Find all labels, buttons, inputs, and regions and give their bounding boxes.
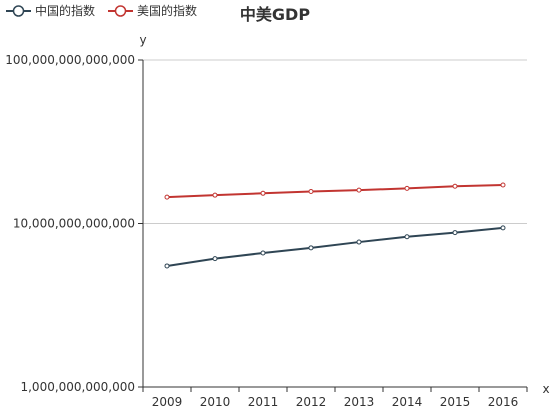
- x-tick-label: 2016: [488, 395, 519, 409]
- x-tick-label: 2010: [200, 395, 231, 409]
- y-tick-label: 1,000,000,000,000: [20, 380, 135, 394]
- data-point[interactable]: [212, 256, 218, 262]
- series-group: [164, 182, 506, 269]
- data-point[interactable]: [260, 250, 266, 256]
- x-tick-label: 2014: [392, 395, 423, 409]
- x-tick-label: 2013: [344, 395, 375, 409]
- data-point[interactable]: [212, 192, 218, 198]
- x-tick-label: 2011: [248, 395, 279, 409]
- y-axis-label: y: [139, 33, 146, 47]
- series-line-2: [166, 183, 504, 199]
- x-tick-label: 2009: [152, 395, 183, 409]
- series-line-1: [166, 226, 504, 267]
- data-point[interactable]: [164, 194, 170, 200]
- legend-marker: [12, 5, 25, 17]
- y-tick-label: 100,000,000,000,000: [5, 53, 135, 67]
- x-tick-label: 2012: [296, 395, 327, 409]
- data-point[interactable]: [308, 245, 314, 251]
- legend: 中国的指数 美国的指数: [6, 3, 197, 18]
- legend-marker: [114, 5, 127, 17]
- x-tick-label: 2015: [440, 395, 471, 409]
- data-point[interactable]: [452, 230, 458, 236]
- data-point[interactable]: [404, 185, 410, 191]
- grid: 1,000,000,000,000 10,000,000,000,000 100,0…: [5, 53, 527, 394]
- legend-item-2[interactable]: 美国的指数: [108, 3, 197, 18]
- data-point[interactable]: [356, 239, 362, 245]
- y-tick-label: 10,000,000,000,000: [13, 217, 135, 231]
- data-point[interactable]: [260, 190, 266, 196]
- axes: 2009 2010 2011 2012 2013 2014 2015 2016: [138, 59, 528, 409]
- chart-title: 中美GDP: [240, 5, 310, 24]
- data-point[interactable]: [500, 182, 506, 188]
- legend-item-1[interactable]: 中国的指数: [6, 3, 95, 18]
- data-point[interactable]: [452, 183, 458, 189]
- data-point[interactable]: [404, 234, 410, 240]
- legend-label: 中国的指数: [35, 3, 95, 18]
- data-point[interactable]: [164, 263, 170, 269]
- legend-label: 美国的指数: [137, 3, 197, 18]
- data-point[interactable]: [500, 225, 506, 231]
- data-point[interactable]: [356, 187, 362, 193]
- x-axis-label: x: [542, 382, 549, 396]
- data-point[interactable]: [308, 188, 314, 194]
